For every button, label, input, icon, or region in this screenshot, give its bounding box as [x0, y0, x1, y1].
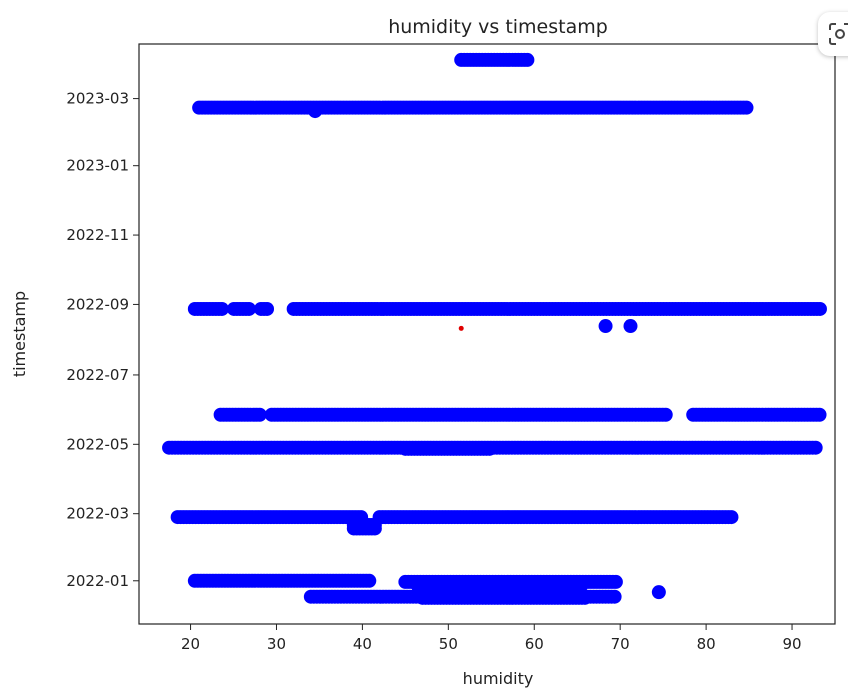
visual-search-icon — [829, 23, 848, 45]
data-point — [724, 510, 739, 525]
y-tick-label: 2022-05 — [66, 435, 129, 453]
y-axis-label: timestamp — [10, 291, 29, 377]
visual-search-button[interactable] — [818, 12, 848, 56]
plot-frame — [138, 43, 836, 625]
data-point — [812, 407, 827, 422]
chart-title: humidity vs timestamp — [388, 16, 608, 38]
data-point — [577, 590, 592, 605]
x-tick-label: 90 — [782, 635, 801, 653]
data-point — [607, 589, 622, 604]
data-point — [520, 52, 535, 67]
data-point — [482, 441, 497, 456]
highlight-point — [458, 325, 464, 331]
data-point — [214, 301, 229, 316]
data-point — [623, 319, 638, 334]
x-tick-label: 30 — [267, 635, 286, 653]
x-tick-label: 50 — [439, 635, 458, 653]
x-axis-ticks: 20 30 40 50 60 70 80 90 — [181, 624, 802, 653]
data-point — [252, 407, 267, 422]
data-point — [739, 100, 754, 115]
x-tick-label: 60 — [525, 635, 544, 653]
data-point — [651, 585, 666, 600]
y-tick-label: 2022-07 — [66, 366, 129, 384]
data-point — [241, 301, 256, 316]
data-point — [260, 301, 275, 316]
y-tick-label: 2022-01 — [66, 572, 129, 590]
x-tick-label: 80 — [697, 635, 716, 653]
y-tick-label: 2022-09 — [66, 295, 129, 313]
x-tick-label: 20 — [181, 635, 200, 653]
y-axis-ticks: 2022-01 2022-03 2022-05 2022-07 2022-09 2022-… — [66, 90, 139, 590]
y-tick-label: 2022-11 — [66, 226, 129, 244]
data-point — [812, 301, 827, 316]
data-point — [598, 319, 613, 334]
scatter-points — [162, 52, 827, 605]
x-tick-label: 70 — [611, 635, 630, 653]
data-point — [362, 573, 377, 588]
y-tick-label: 2022-03 — [66, 505, 129, 523]
x-tick-label: 40 — [353, 635, 372, 653]
data-point — [367, 521, 382, 536]
y-tick-label: 2023-03 — [66, 90, 129, 108]
data-point — [808, 440, 823, 455]
data-point — [608, 574, 623, 589]
data-point — [658, 407, 673, 422]
y-tick-label: 2023-01 — [66, 157, 129, 175]
x-axis-label: humidity — [463, 669, 534, 688]
data-point — [308, 104, 323, 119]
